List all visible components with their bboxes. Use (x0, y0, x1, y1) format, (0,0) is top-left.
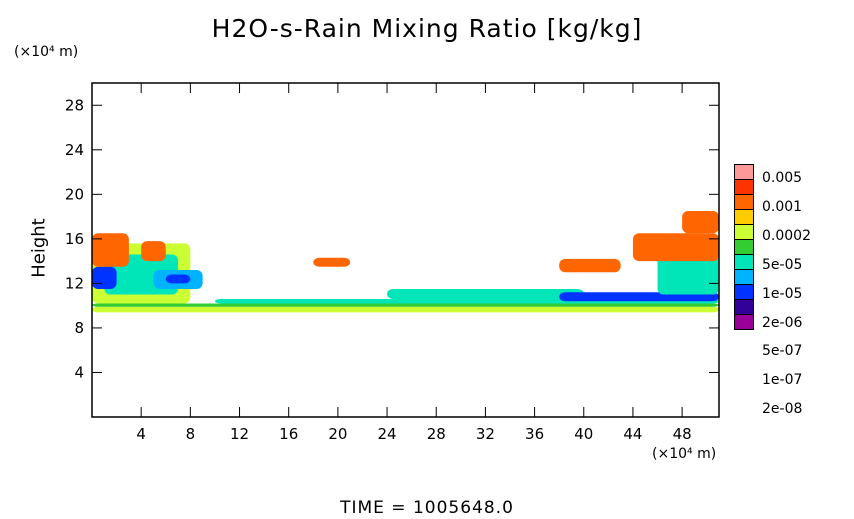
colorbar-level-label: 5e-05 (762, 256, 803, 273)
colorbar-level-label: 2e-08 (762, 401, 803, 418)
colorbar-level-label: 0.001 (762, 199, 803, 216)
x-axis-unit: (×10⁴ m) (652, 446, 717, 462)
colorbar-swatch (734, 225, 754, 240)
chart-title: H2O-s-Rain Mixing Ratio [kg/kg] (211, 14, 643, 43)
heatmap-region (92, 233, 129, 267)
y-tick-label: 4 (74, 363, 84, 381)
y-tick-label: 24 (65, 141, 84, 159)
x-tick-label: 36 (525, 425, 544, 443)
colorbar-level-label: 0.005 (762, 170, 803, 187)
y-ticks: 4 8 12 16 20 24 28 (65, 96, 719, 381)
heatmap-region (657, 255, 719, 295)
heatmap-region (682, 211, 719, 234)
x-tick-label: 48 (673, 425, 692, 443)
colorbar-swatch (734, 255, 754, 270)
colorbar-level-label: 1e-05 (762, 285, 803, 302)
heatmap-region (92, 306, 719, 313)
heatmap-region (165, 274, 191, 284)
y-tick-label: 8 (74, 319, 84, 337)
x-tick-label: 20 (328, 425, 347, 443)
x-tick-label: 8 (186, 425, 196, 443)
colorbar-swatch (734, 210, 754, 225)
heatmap-region (92, 266, 117, 289)
colorbar-level-label: 1e-07 (762, 372, 803, 389)
x-ticks: 4 8 12 16 20 24 28 32 36 40 44 48 (136, 83, 692, 443)
colorbar-swatch (734, 315, 754, 330)
heatmap-region (632, 233, 719, 262)
y-tick-label: 28 (65, 96, 84, 114)
colorbar-swatch (734, 180, 754, 195)
y-tick-label: 20 (65, 185, 84, 203)
colorbar-level-label: 0.0002 (762, 228, 811, 245)
colorbar-swatch (734, 285, 754, 300)
plot-frame (91, 82, 720, 418)
x-tick-label: 16 (279, 425, 298, 443)
colorbar (734, 164, 754, 330)
x-tick-label: 12 (230, 425, 249, 443)
time-label: TIME = 1005648.0 (340, 498, 514, 518)
heatmap-region (92, 303, 719, 307)
heatmap-region (141, 241, 166, 262)
colorbar-swatch (734, 300, 754, 315)
colorbar-swatch (734, 195, 754, 210)
x-tick-label: 4 (136, 425, 146, 443)
colorbar-level-label: 2e-06 (762, 314, 803, 331)
x-tick-label: 28 (427, 425, 446, 443)
heatmap-region (559, 258, 621, 273)
x-tick-label: 44 (623, 425, 642, 443)
heatmap-region (313, 257, 351, 267)
x-tick-label: 32 (476, 425, 495, 443)
heatmap-regions (92, 211, 720, 313)
colorbar-level-label: 5e-07 (762, 343, 803, 360)
y-tick-label: 12 (65, 274, 84, 292)
y-tick-label: 16 (65, 230, 84, 248)
heatmap-region (387, 288, 584, 299)
colorbar-swatch (734, 164, 754, 180)
y-axis-unit: (×10⁴ m) (14, 44, 79, 60)
colorbar-swatch (734, 240, 754, 255)
x-tick-label: 24 (378, 425, 397, 443)
x-tick-label: 40 (574, 425, 593, 443)
colorbar-swatch (734, 270, 754, 285)
